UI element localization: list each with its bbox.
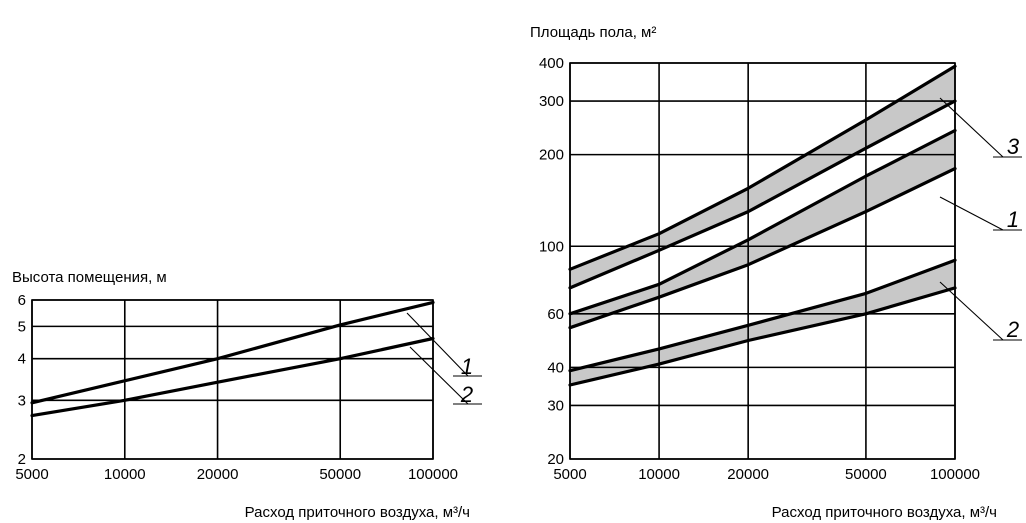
floor-area-chart-y-tick: 100	[539, 238, 564, 255]
floor-area-chart-x-tick: 5000	[553, 466, 586, 483]
floor-area-chart-x-tick: 10000	[638, 466, 680, 483]
floor-area-chart-y-tick: 20	[547, 451, 564, 468]
height-chart-callouts: 1 2	[406, 312, 482, 407]
floor-area-chart-y-tick: 40	[547, 359, 564, 376]
floor-area-chart-x-tick: 100000	[930, 466, 980, 483]
height-chart-y-tick: 2	[18, 451, 26, 468]
height-chart-plot-frame	[31, 299, 434, 460]
floor-series-3-lower	[568, 99, 957, 290]
callout-leader-3	[939, 97, 1004, 158]
height-chart-y-tick: 5	[18, 318, 26, 335]
floor-area-chart-callouts: 3 1 2	[939, 97, 1022, 342]
callout-label-3: 3	[1007, 134, 1020, 159]
height-chart-xlabel: Расход приточного воздуха, м³/ч	[245, 504, 470, 521]
floor-area-chart-y-tick: 60	[547, 306, 564, 323]
callout-label-2: 2	[460, 382, 473, 407]
floor-area-chart-y-tick: 200	[539, 147, 564, 164]
height-series-1	[30, 300, 435, 405]
floor-band-3	[570, 66, 955, 288]
floor-area-chart-y-tick: 300	[539, 93, 564, 110]
height-chart-x-tick: 100000	[408, 466, 458, 483]
callout-leader-1	[406, 312, 469, 377]
height-chart-x-tick: 20000	[197, 466, 239, 483]
floor-series-2-upper	[568, 258, 957, 373]
height-chart-x-tick: 10000	[104, 466, 146, 483]
floor-area-chart-x-tick: 50000	[845, 466, 887, 483]
height-chart-y-tick: 6	[18, 292, 26, 309]
callout-label-1r: 1	[1007, 207, 1019, 232]
floor-area-chart-xlabel: Расход приточного воздуха, м³/ч	[772, 504, 997, 521]
callout-leader-2r	[939, 281, 1004, 341]
floor-series-1-lower	[568, 167, 957, 330]
height-chart-x-tick: 50000	[319, 466, 361, 483]
height-series-2	[30, 336, 435, 418]
height-chart-y-tick: 4	[18, 351, 26, 368]
callout-label-1: 1	[461, 354, 473, 379]
callout-leader-1r	[939, 196, 1004, 231]
height-chart-x-tick: 5000	[15, 466, 48, 483]
floor-area-chart-y-tick: 30	[547, 397, 564, 414]
floor-area-chart: Площадь пола, м² Расход приточного возду…	[530, 24, 1022, 521]
height-chart: Высота помещения, м Расход приточного во…	[12, 269, 482, 521]
floor-series-2-lower	[568, 286, 957, 387]
floor-series-3-upper	[568, 64, 957, 271]
callout-label-2r: 2	[1006, 317, 1019, 342]
height-chart-y-tick: 3	[18, 392, 26, 409]
callout-leader-2	[409, 346, 469, 405]
floor-area-chart-y-tick: 400	[539, 55, 564, 72]
floor-area-chart-x-tick: 20000	[727, 466, 769, 483]
height-chart-ylabel: Высота помещения, м	[12, 269, 167, 286]
floor-series-1-upper	[568, 128, 957, 316]
floor-area-chart-ylabel: Площадь пола, м²	[530, 24, 656, 41]
